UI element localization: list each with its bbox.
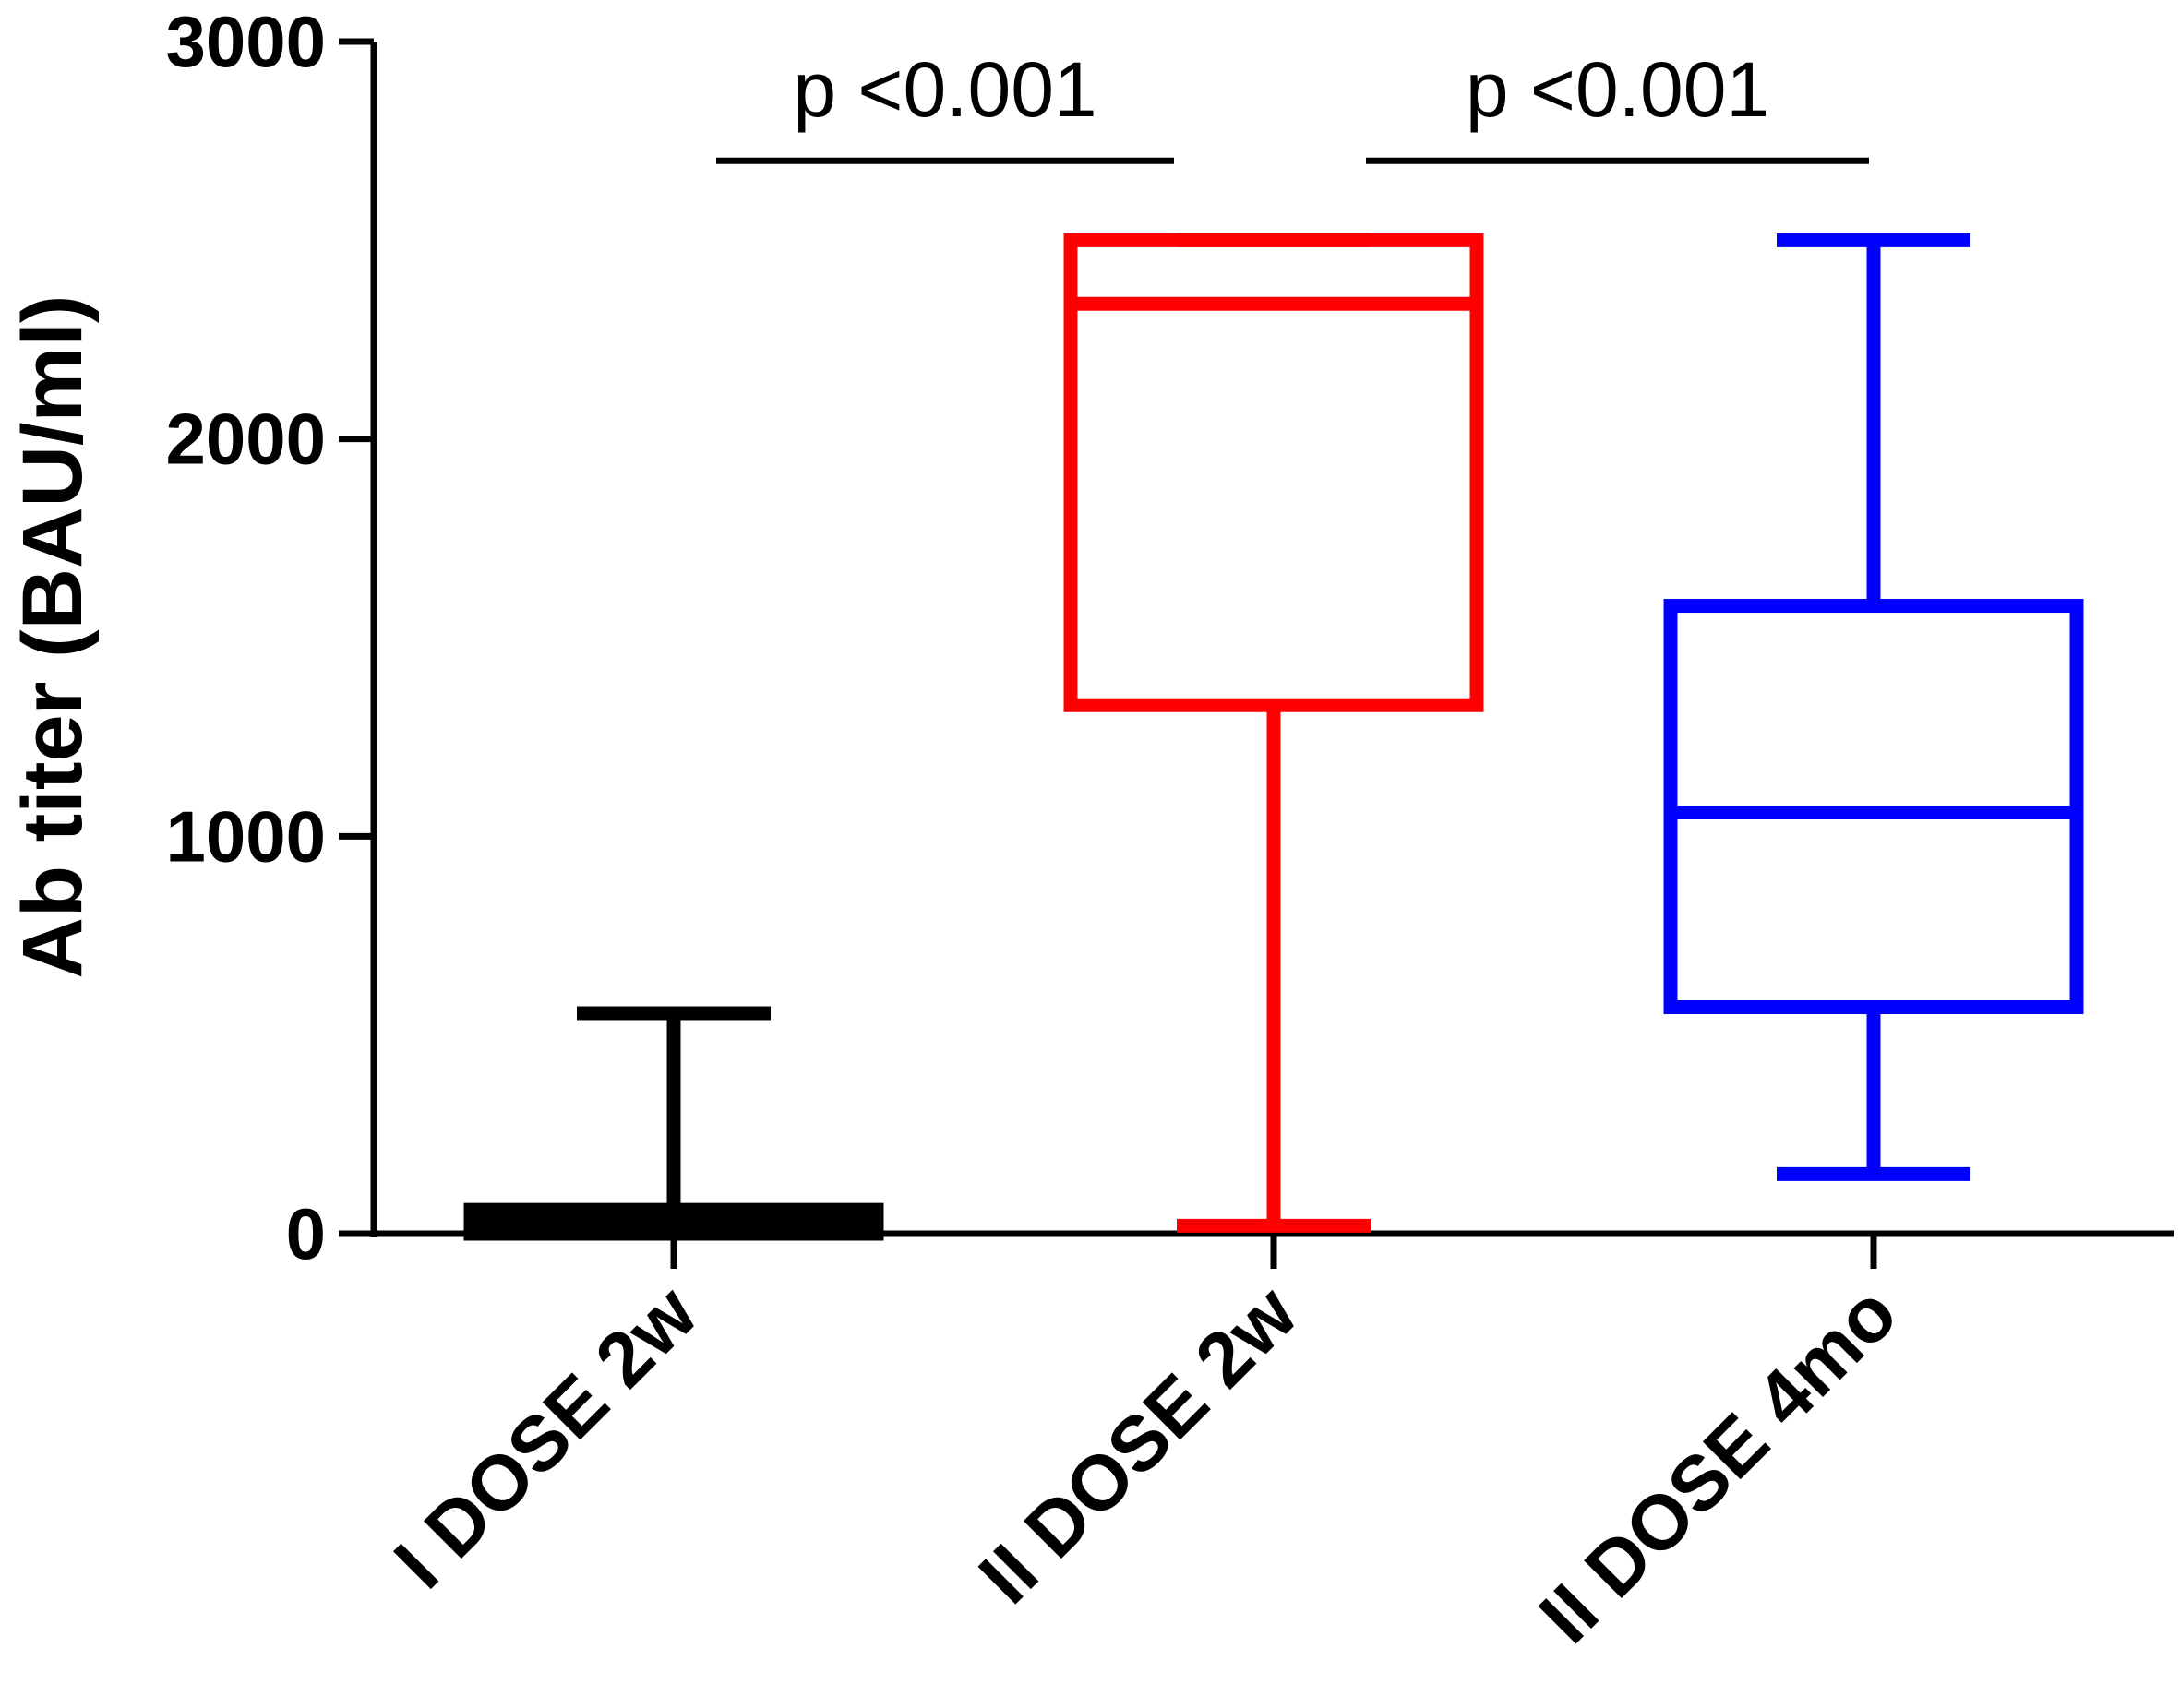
y-tick-label-2000: 2000 xyxy=(165,399,326,480)
y-tick-label-0: 0 xyxy=(286,1193,326,1274)
x-tick-label-1: I DOSE 2w xyxy=(377,1269,713,1605)
box-1 xyxy=(463,1006,884,1241)
y-axis-title: Ab titer (BAU/ml) xyxy=(6,294,100,978)
y-tick-label-3000: 3000 xyxy=(165,1,326,82)
y-tick-label-1000: 1000 xyxy=(165,795,326,877)
iqr-box xyxy=(1063,233,1484,712)
x-tick-label-3: II DOSE 4mo xyxy=(1523,1269,1913,1659)
box-2 xyxy=(1063,233,1484,1233)
significance-annotations: p <0.001 p <0.001 xyxy=(716,46,1869,164)
p-value-label-2: p <0.001 xyxy=(1466,46,1769,133)
box-3 xyxy=(1663,233,2084,1181)
p-value-label-1: p <0.001 xyxy=(793,46,1096,133)
boxes xyxy=(463,233,2084,1241)
x-tick-label-2: II DOSE 2w xyxy=(963,1269,1314,1620)
